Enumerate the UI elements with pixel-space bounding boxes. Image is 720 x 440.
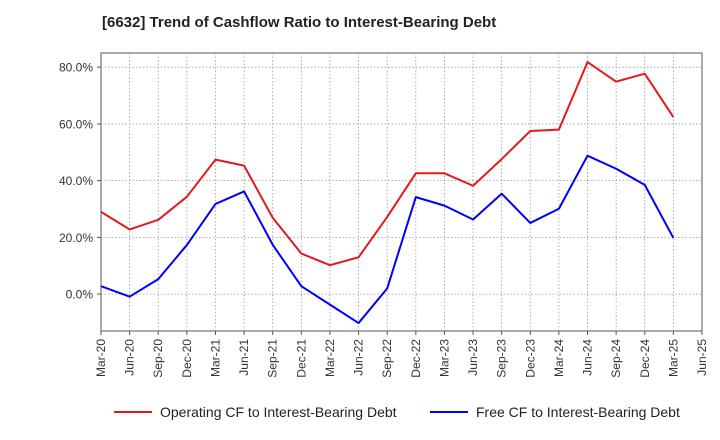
x-tick-label: Jun-24	[581, 339, 595, 376]
x-tick-label: Mar-25	[666, 339, 680, 377]
x-tick-label: Jun-22	[352, 339, 366, 376]
x-tick-label: Mar-23	[437, 339, 451, 377]
x-tick-label: Jun-20	[123, 339, 137, 376]
chart-title: [6632] Trend of Cashflow Ratio to Intere…	[102, 14, 497, 31]
x-tick-label: Jun-23	[466, 339, 480, 376]
plot-area	[100, 52, 703, 332]
legend-label-operating-cf: Operating CF to Interest-Bearing Debt	[160, 404, 397, 420]
y-tick-label: 80.0%	[59, 61, 93, 75]
x-tick-label: Sep-21	[266, 339, 280, 378]
series-line-operating-cf	[100, 61, 675, 267]
y-tick-label: 60.0%	[59, 117, 93, 131]
x-tick-label: Dec-22	[409, 339, 423, 378]
x-tick-label: Jun-21	[237, 339, 251, 376]
x-tick-label: Dec-20	[180, 339, 194, 378]
x-tick-label: Sep-20	[151, 339, 165, 378]
series-line-free-cf	[100, 154, 675, 325]
legend-item-operating-cf: Operating CF to Interest-Bearing Debt	[114, 404, 397, 420]
x-tick-label: Sep-23	[495, 339, 509, 378]
legend-swatch-free-cf	[430, 411, 468, 413]
x-tick-label: Jun-25	[695, 339, 709, 376]
x-tick-label: Dec-21	[294, 339, 308, 378]
legend-label-free-cf: Free CF to Interest-Bearing Debt	[476, 404, 680, 420]
x-tick-label: Mar-20	[94, 339, 108, 377]
x-tick-label: Dec-23	[523, 339, 537, 378]
legend-swatch-operating-cf	[114, 411, 152, 413]
x-tick-label: Dec-24	[638, 339, 652, 378]
x-tick-label: Mar-24	[552, 339, 566, 377]
y-tick-label: 20.0%	[59, 231, 93, 245]
x-tick-label: Sep-22	[380, 339, 394, 378]
x-tick-label: Sep-24	[609, 339, 623, 378]
y-tick-label: 0.0%	[66, 288, 94, 302]
y-tick-label: 40.0%	[59, 174, 93, 188]
legend-item-free-cf: Free CF to Interest-Bearing Debt	[430, 404, 680, 420]
x-tick-label: Mar-22	[323, 339, 337, 377]
legend: Operating CF to Interest-Bearing Debt Fr…	[0, 404, 720, 426]
x-tick-label: Mar-21	[208, 339, 222, 377]
